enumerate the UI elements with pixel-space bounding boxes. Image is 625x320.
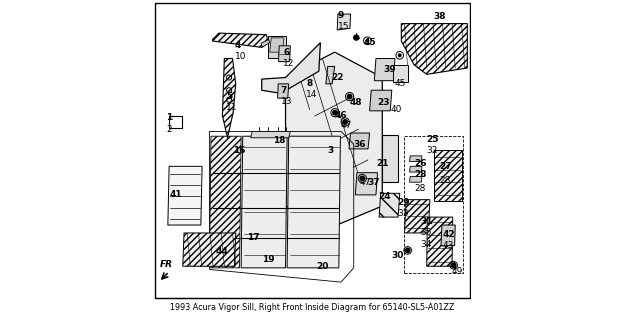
- Text: 15: 15: [338, 22, 349, 31]
- Circle shape: [360, 176, 364, 180]
- Text: 17: 17: [247, 233, 259, 242]
- Polygon shape: [286, 52, 382, 227]
- Text: 23: 23: [378, 99, 390, 108]
- Polygon shape: [434, 150, 462, 201]
- Text: 36: 36: [354, 140, 366, 148]
- Text: 46: 46: [334, 111, 347, 120]
- Text: 20: 20: [316, 262, 329, 271]
- Text: 37: 37: [367, 178, 379, 187]
- Text: 44: 44: [215, 247, 228, 257]
- Text: 26: 26: [414, 159, 426, 168]
- Bar: [404, 136, 463, 273]
- Polygon shape: [278, 84, 289, 98]
- Text: 30: 30: [391, 251, 404, 260]
- Text: 47: 47: [359, 178, 371, 187]
- Polygon shape: [209, 136, 241, 268]
- Text: 25: 25: [427, 135, 439, 144]
- Text: 34: 34: [421, 240, 432, 249]
- Text: 49: 49: [451, 267, 463, 276]
- Polygon shape: [369, 90, 392, 111]
- Polygon shape: [182, 233, 236, 266]
- Text: 28: 28: [414, 170, 426, 179]
- Text: 29: 29: [398, 198, 410, 207]
- Polygon shape: [382, 135, 398, 182]
- Text: 35: 35: [421, 228, 432, 237]
- Circle shape: [451, 263, 456, 268]
- Text: 31: 31: [421, 217, 433, 226]
- Circle shape: [332, 110, 338, 115]
- Polygon shape: [374, 59, 395, 81]
- Text: 33: 33: [398, 209, 409, 219]
- Text: 43: 43: [442, 241, 454, 250]
- Polygon shape: [441, 225, 455, 246]
- Circle shape: [348, 94, 352, 99]
- Text: 6: 6: [283, 48, 289, 57]
- Polygon shape: [287, 136, 341, 268]
- Text: 3: 3: [328, 146, 334, 155]
- Polygon shape: [356, 173, 377, 195]
- Polygon shape: [241, 136, 287, 268]
- Text: 21: 21: [376, 159, 389, 168]
- Text: 22: 22: [331, 73, 344, 82]
- Polygon shape: [261, 39, 269, 47]
- Text: 14: 14: [306, 91, 318, 100]
- Text: 32: 32: [427, 146, 438, 155]
- Polygon shape: [393, 65, 408, 82]
- Polygon shape: [409, 177, 422, 182]
- Text: 28: 28: [439, 176, 451, 185]
- Text: 47: 47: [341, 121, 352, 130]
- Text: 10: 10: [235, 52, 246, 61]
- Polygon shape: [379, 193, 400, 217]
- Text: 45: 45: [394, 79, 406, 88]
- Circle shape: [354, 35, 359, 40]
- Text: 28: 28: [414, 184, 426, 193]
- Text: 1: 1: [166, 113, 172, 122]
- Text: 8: 8: [306, 79, 312, 88]
- Text: 48: 48: [349, 99, 362, 108]
- Text: 11: 11: [226, 103, 238, 112]
- Text: 39: 39: [383, 65, 396, 74]
- Text: 45: 45: [363, 38, 376, 47]
- Circle shape: [366, 39, 369, 42]
- Circle shape: [406, 248, 410, 252]
- Text: 40: 40: [390, 105, 402, 114]
- Polygon shape: [251, 132, 290, 138]
- Polygon shape: [222, 59, 236, 138]
- Polygon shape: [404, 200, 430, 233]
- Text: 41: 41: [169, 190, 182, 199]
- Polygon shape: [279, 46, 290, 62]
- Text: 1993 Acura Vigor Sill, Right Front Inside Diagram for 65140-SL5-A01ZZ: 1993 Acura Vigor Sill, Right Front Insid…: [170, 303, 455, 312]
- Polygon shape: [309, 146, 331, 157]
- Polygon shape: [401, 24, 468, 74]
- Polygon shape: [262, 43, 321, 93]
- Text: 13: 13: [281, 97, 292, 106]
- Text: 18: 18: [273, 136, 286, 146]
- Polygon shape: [349, 133, 369, 149]
- Polygon shape: [168, 166, 202, 225]
- Polygon shape: [427, 217, 452, 266]
- Polygon shape: [326, 67, 335, 84]
- Polygon shape: [338, 14, 351, 30]
- Text: 2: 2: [166, 125, 172, 134]
- Text: 9: 9: [338, 11, 344, 20]
- Text: 19: 19: [262, 255, 274, 264]
- Text: 38: 38: [434, 12, 446, 21]
- Polygon shape: [409, 156, 422, 162]
- Text: 4: 4: [235, 41, 241, 50]
- Circle shape: [399, 54, 401, 57]
- Polygon shape: [269, 38, 284, 52]
- Text: 27: 27: [439, 162, 452, 171]
- Polygon shape: [213, 33, 268, 47]
- Text: 42: 42: [442, 230, 455, 239]
- Text: 12: 12: [283, 59, 295, 68]
- Text: FR: FR: [159, 260, 172, 269]
- Circle shape: [343, 120, 348, 124]
- Text: 24: 24: [378, 192, 391, 201]
- Text: 16: 16: [233, 146, 246, 155]
- Text: 7: 7: [281, 86, 287, 95]
- Polygon shape: [268, 36, 286, 59]
- Polygon shape: [409, 166, 422, 172]
- Text: 5: 5: [226, 92, 232, 101]
